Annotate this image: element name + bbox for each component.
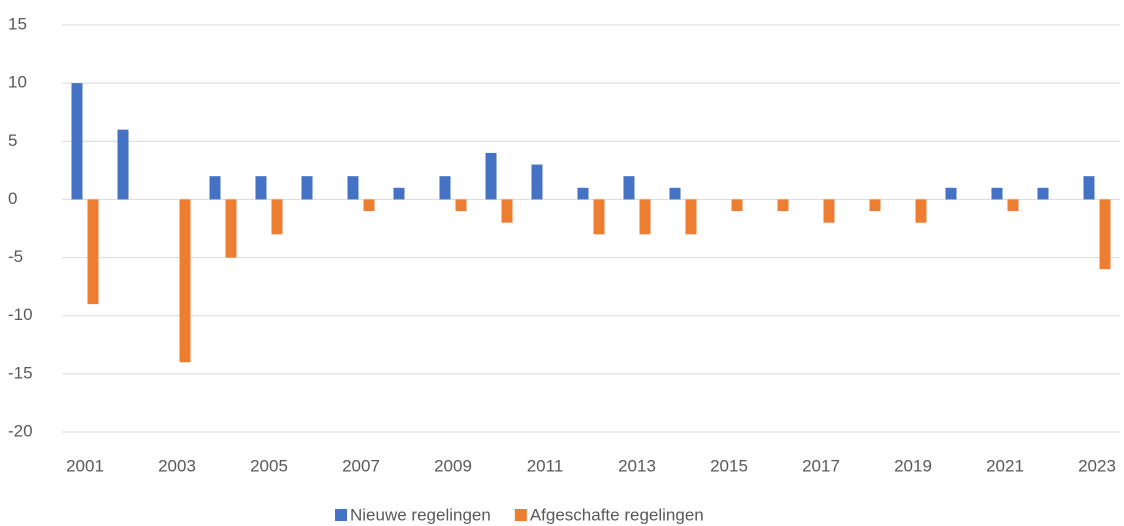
bar <box>623 176 635 200</box>
bar <box>669 187 681 200</box>
bar <box>439 176 451 200</box>
x-tick-label: 2023 <box>1078 456 1116 475</box>
bar <box>915 199 927 223</box>
legend-label: Nieuwe regelingen <box>350 505 491 524</box>
bar <box>593 199 605 235</box>
bar <box>225 199 237 258</box>
bar <box>1037 187 1049 200</box>
y-tick-label: -10 <box>8 305 33 324</box>
y-tick-label: -5 <box>8 247 23 266</box>
y-tick-label: 15 <box>8 14 27 33</box>
bar <box>87 199 99 305</box>
y-tick-label: -20 <box>8 421 33 440</box>
bar <box>501 199 513 223</box>
bar <box>777 199 789 212</box>
bar <box>1007 199 1019 212</box>
x-tick-label: 2007 <box>342 456 380 475</box>
bar <box>347 176 359 200</box>
bar <box>869 199 881 212</box>
bar <box>685 199 697 235</box>
bar <box>117 129 129 200</box>
x-tick-label: 2021 <box>986 456 1024 475</box>
bar <box>639 199 651 235</box>
bar <box>991 187 1003 200</box>
bar <box>301 176 313 200</box>
bar <box>255 176 267 200</box>
y-tick-label: 5 <box>8 131 17 150</box>
x-tick-label: 2019 <box>894 456 932 475</box>
bar <box>1099 199 1111 270</box>
bar <box>271 199 283 235</box>
bar <box>823 199 835 223</box>
bar <box>577 187 589 200</box>
x-tick-label: 2013 <box>618 456 656 475</box>
bar <box>455 199 467 212</box>
bar <box>179 199 191 363</box>
x-tick-label: 2003 <box>158 456 196 475</box>
y-tick-label: 10 <box>8 73 27 92</box>
bar <box>393 187 405 200</box>
x-tick-label: 2015 <box>710 456 748 475</box>
bar <box>485 152 497 200</box>
bar <box>531 164 543 200</box>
bar <box>1083 176 1095 200</box>
legend-swatch <box>514 509 527 521</box>
bar <box>731 199 743 212</box>
bar <box>945 187 957 200</box>
x-tick-label: 2009 <box>434 456 472 475</box>
x-tick-label: 2011 <box>527 456 564 475</box>
y-tick-label: -15 <box>8 363 33 382</box>
legend-label: Afgeschafte regelingen <box>530 505 704 524</box>
bar <box>209 176 221 200</box>
bar <box>363 199 375 212</box>
x-tick-label: 2001 <box>66 456 104 475</box>
x-tick-label: 2017 <box>802 456 840 475</box>
y-tick-label: 0 <box>8 189 17 208</box>
bar <box>71 83 83 200</box>
legend-swatch <box>335 509 347 521</box>
x-tick-label: 2005 <box>250 456 288 475</box>
